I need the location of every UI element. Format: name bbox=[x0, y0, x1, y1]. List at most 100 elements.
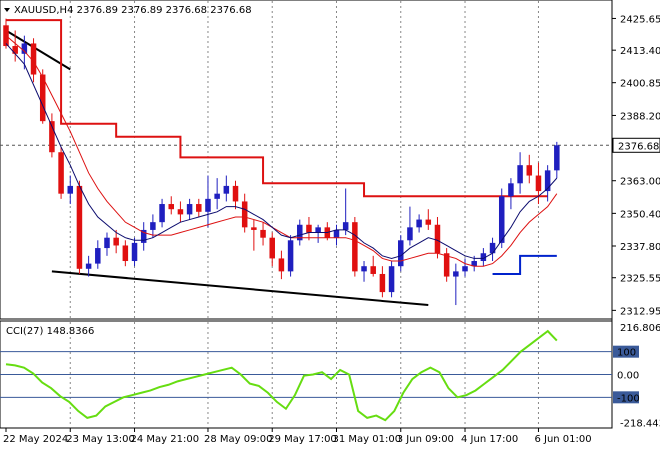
bear-candle[interactable] bbox=[58, 152, 64, 194]
bull-candle[interactable] bbox=[453, 271, 459, 277]
price-axis: 2425.65 2413.40 2400.85 2388.20 2363.00 2350.… bbox=[612, 14, 660, 429]
bull-candle[interactable] bbox=[342, 222, 349, 230]
bull-candle[interactable] bbox=[407, 227, 413, 241]
cci-tick-label: 0.00 bbox=[617, 371, 639, 382]
bull-candle[interactable] bbox=[140, 229, 147, 243]
bear-candle[interactable] bbox=[260, 229, 266, 238]
bull-candle[interactable] bbox=[498, 196, 505, 243]
bull-candle[interactable] bbox=[150, 222, 156, 230]
bull-candle[interactable] bbox=[554, 145, 560, 171]
bull-candle[interactable] bbox=[186, 204, 193, 215]
bear-candle[interactable] bbox=[177, 209, 184, 215]
price-tick-label: 2337.80 bbox=[620, 242, 660, 253]
cci-line bbox=[5, 329, 558, 422]
bear-candle[interactable] bbox=[232, 185, 239, 202]
bull-candle[interactable] bbox=[315, 227, 321, 233]
price-tick-label: 2388.20 bbox=[620, 111, 660, 122]
price-tick-label: 2325.55 bbox=[620, 274, 660, 285]
bear-candle[interactable] bbox=[122, 245, 129, 262]
time-axis-label: 28 May 09:00 bbox=[204, 434, 273, 445]
bear-candle[interactable] bbox=[443, 253, 450, 277]
bear-candle[interactable] bbox=[76, 185, 83, 269]
price-tick-label: 2400.85 bbox=[620, 79, 660, 90]
bull-candle[interactable] bbox=[85, 263, 92, 269]
bear-candle[interactable] bbox=[12, 46, 18, 54]
triangle-down-icon[interactable] bbox=[4, 8, 10, 12]
support-step-line bbox=[492, 254, 557, 275]
time-axis-label: 22 May 2024 bbox=[3, 434, 68, 445]
time-axis-label: 31 May 01:00 bbox=[332, 434, 401, 445]
time-axis-label: 23 May 13:00 bbox=[66, 434, 135, 445]
step-levels bbox=[6, 19, 557, 275]
cci-max-label: 216.8064 bbox=[620, 323, 660, 334]
current-price-label: 2376.68 bbox=[618, 141, 659, 152]
price-tick-label: 2363.00 bbox=[620, 177, 660, 188]
bear-candle[interactable] bbox=[535, 175, 542, 192]
bull-candle[interactable] bbox=[287, 240, 294, 272]
time-axis-label: 3 Jun 09:00 bbox=[397, 434, 454, 445]
bear-candle[interactable] bbox=[168, 204, 174, 210]
bear-candle[interactable] bbox=[241, 201, 248, 228]
time-axis-label: 29 May 17:00 bbox=[268, 434, 337, 445]
candles[interactable] bbox=[3, 18, 560, 306]
bear-candle[interactable] bbox=[352, 222, 358, 272]
bull-candle[interactable] bbox=[297, 224, 303, 241]
bear-candle[interactable] bbox=[269, 237, 275, 259]
bull-candle[interactable] bbox=[223, 185, 230, 194]
fast-moving-average bbox=[5, 43, 558, 259]
price-tick-label: 2413.40 bbox=[620, 46, 660, 57]
bull-candle[interactable] bbox=[398, 240, 404, 267]
bull-candle[interactable] bbox=[214, 193, 220, 199]
bear-candle[interactable] bbox=[49, 121, 55, 153]
price-tick-label: 2350.40 bbox=[620, 209, 660, 220]
bear-candle[interactable] bbox=[251, 227, 257, 230]
cci-level-box bbox=[613, 345, 639, 358]
trendline[interactable] bbox=[5, 29, 71, 71]
bull-candle[interactable] bbox=[508, 183, 514, 197]
trendlines[interactable] bbox=[5, 29, 429, 307]
bull-candle[interactable] bbox=[462, 266, 468, 272]
slow-moving-average bbox=[5, 35, 558, 267]
cci-tick-label: 100 bbox=[617, 348, 636, 359]
bull-candle[interactable] bbox=[544, 170, 551, 192]
bear-candle[interactable] bbox=[196, 204, 202, 212]
bull-candle[interactable] bbox=[480, 253, 487, 262]
bull-candle[interactable] bbox=[361, 266, 367, 272]
bull-candle[interactable] bbox=[489, 242, 496, 254]
bull-candle[interactable] bbox=[471, 261, 477, 267]
trendline[interactable] bbox=[51, 270, 429, 307]
bull-candle[interactable] bbox=[333, 229, 340, 238]
bull-candle[interactable] bbox=[159, 204, 165, 223]
time-axis-label: 6 Jun 01:00 bbox=[534, 434, 591, 445]
cci-level-box bbox=[613, 391, 639, 404]
cci-tick-label: -100 bbox=[617, 393, 640, 404]
bear-candle[interactable] bbox=[425, 219, 432, 225]
bear-candle[interactable] bbox=[39, 74, 46, 122]
bear-candle[interactable] bbox=[306, 224, 312, 233]
symbol-title: XAUUSD,H4 2376.89 2376.89 2376.68 2376.6… bbox=[14, 5, 252, 16]
bear-candle[interactable] bbox=[278, 258, 285, 272]
bear-candle[interactable] bbox=[526, 165, 533, 176]
bull-candle[interactable] bbox=[388, 266, 395, 293]
main-chart-border bbox=[0, 0, 613, 320]
bull-candle[interactable] bbox=[416, 219, 422, 228]
bear-candle[interactable] bbox=[30, 43, 37, 75]
bear-candle[interactable] bbox=[370, 266, 376, 274]
bull-candle[interactable] bbox=[131, 242, 138, 262]
bull-candle[interactable] bbox=[517, 165, 523, 184]
price-tick-label: 2425.65 bbox=[620, 14, 660, 25]
bear-candle[interactable] bbox=[434, 224, 441, 254]
time-axis-label: 24 May 21:00 bbox=[131, 434, 200, 445]
bull-candle[interactable] bbox=[104, 237, 110, 249]
bull-candle[interactable] bbox=[67, 185, 74, 194]
bull-candle[interactable] bbox=[95, 248, 101, 264]
cci-min-label: -218.4438 bbox=[620, 418, 660, 429]
bull-candle[interactable] bbox=[205, 198, 211, 212]
bear-candle[interactable] bbox=[113, 237, 119, 246]
current-price-box bbox=[612, 137, 660, 153]
bear-candle[interactable] bbox=[379, 273, 386, 293]
bull-candle[interactable] bbox=[21, 43, 28, 54]
